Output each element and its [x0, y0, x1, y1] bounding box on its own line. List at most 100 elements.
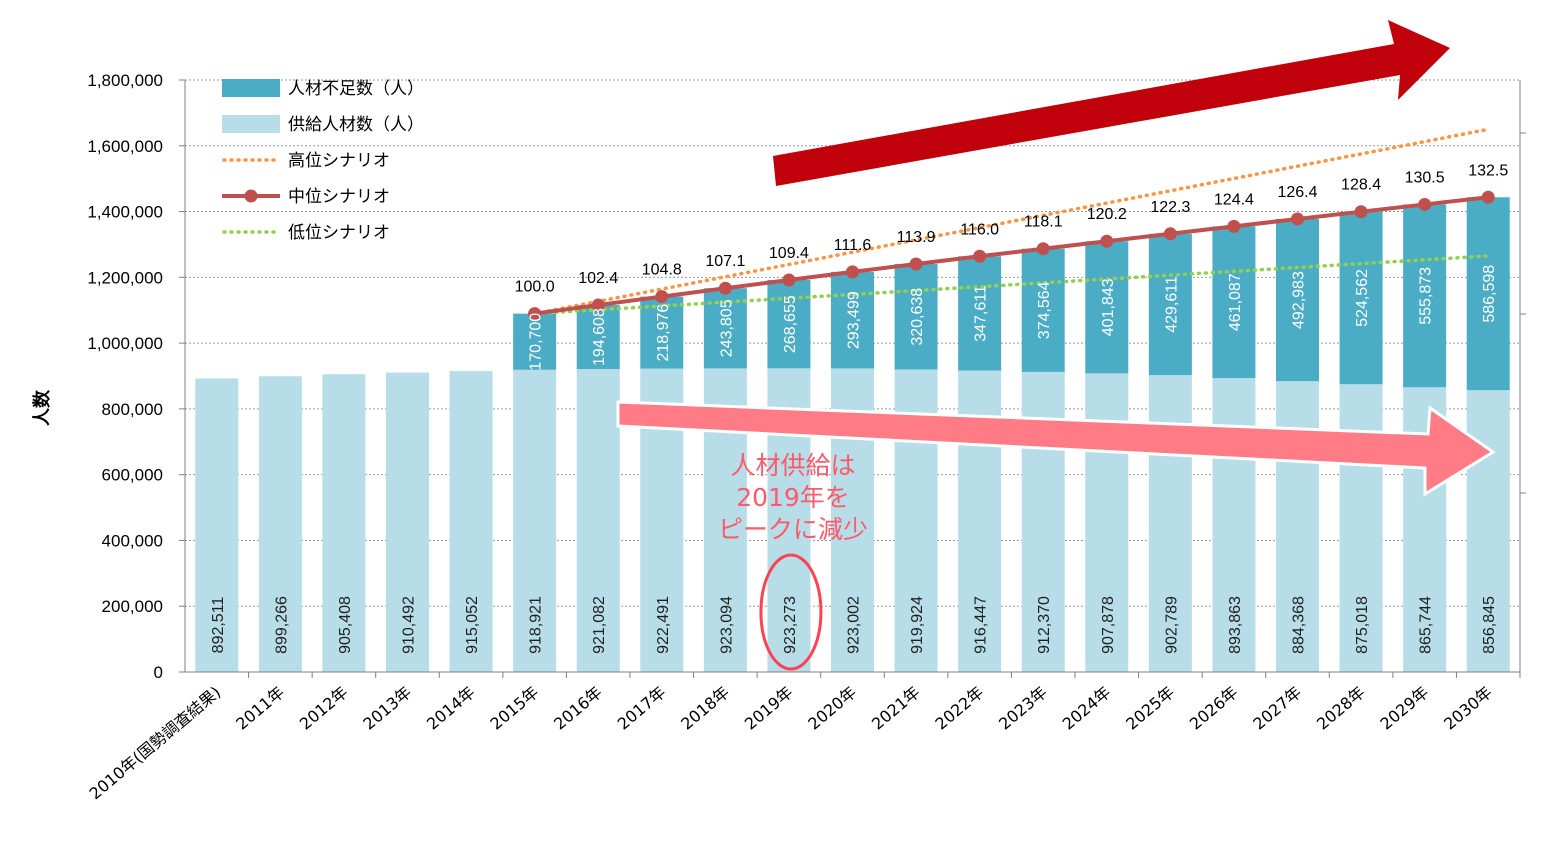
shortage-value-label: 524,562 [1354, 269, 1371, 327]
supply-bar [449, 371, 493, 672]
index-label: 113.9 [897, 229, 936, 246]
mid-scenario-marker [1481, 190, 1495, 204]
shortage-value-label: 492,983 [1291, 271, 1308, 329]
annotation-text: 人材供給は [730, 451, 855, 480]
x-tick-label: 2013年 [359, 683, 415, 734]
mid-scenario-marker [1036, 242, 1050, 256]
supply-value-label: 919,924 [909, 596, 926, 654]
shortage-bar [1212, 226, 1256, 379]
shortage-value-label: 243,805 [718, 299, 735, 357]
shortage-bar [1021, 248, 1065, 372]
supply-value-label: 918,921 [528, 596, 545, 654]
y-tick-label: 1,600,000 [87, 137, 163, 156]
supply-value-label: 907,878 [1100, 596, 1117, 654]
shortage-value-label: 170,700 [528, 313, 545, 371]
legend-label: 人材不足数（人） [288, 79, 424, 99]
shortage-value-label: 268,655 [782, 295, 799, 353]
mid-scenario-marker [846, 265, 859, 279]
y-tick-label: 1,800,000 [87, 71, 163, 90]
y-axis-label: 人数 [31, 389, 53, 426]
legend-label: 中位シナリオ [288, 187, 390, 207]
shortage-bar [1403, 204, 1447, 388]
mid-scenario-marker [1163, 227, 1177, 241]
shortage-bar [576, 305, 620, 370]
shortage-bar [958, 256, 1002, 371]
y-tick-label: 400,000 [102, 531, 163, 550]
shortage-value-label: 320,638 [909, 288, 926, 346]
index-label: 116.0 [960, 221, 999, 238]
shortage-bar [894, 263, 938, 370]
index-label: 122.3 [1150, 199, 1190, 216]
y-tick-label: 1,200,000 [87, 268, 163, 287]
shortage-value-label: 194,608 [591, 308, 608, 366]
supply-bar [322, 374, 366, 672]
shortage-bar [640, 296, 684, 369]
x-tick-label: 2026年 [1186, 683, 1242, 734]
supply-value-label: 905,408 [337, 596, 354, 654]
x-tick-label: 2021年 [868, 683, 924, 734]
index-label: 109.4 [769, 245, 809, 262]
y-tick-label: 800,000 [102, 400, 163, 419]
supply-value-label: 902,789 [1163, 596, 1180, 654]
x-tick-label: 2030年 [1440, 683, 1496, 734]
annotation-text: ピークに減少 [718, 515, 868, 544]
mid-scenario-marker [909, 257, 923, 271]
supply-bar [195, 378, 239, 672]
shortage-value-label: 293,499 [846, 291, 863, 349]
x-tick-label: 2015年 [487, 683, 543, 734]
x-tick-label: 2025年 [1122, 683, 1178, 734]
legend-marker [244, 189, 258, 203]
y-tick-label: 1,000,000 [87, 334, 163, 353]
mid-scenario-marker [1291, 212, 1304, 226]
supply-value-label: 922,491 [655, 596, 672, 654]
shortage-bar [1148, 233, 1192, 376]
index-label: 126.4 [1277, 184, 1317, 201]
mid-scenario-marker [782, 273, 796, 287]
shortage-bar [1339, 211, 1383, 385]
growth-arrow [773, 20, 1450, 186]
data-labels: 892,511 899,266 905,408 910,492 915,052 918,9… [210, 162, 1509, 654]
shortage-bar [513, 313, 557, 370]
mid-scenario-marker [591, 298, 605, 312]
x-tick-label: 2023年 [995, 683, 1051, 734]
shortage-bar [1085, 241, 1129, 374]
y-tick-label: 1,400,000 [87, 203, 163, 222]
supply-value-label: 865,744 [1418, 596, 1435, 654]
index-label: 120.2 [1087, 206, 1127, 223]
x-tick-label: 2019年 [741, 683, 797, 734]
legend-label: 低位シナリオ [288, 223, 390, 243]
x-tick-label: 2020年 [804, 683, 860, 734]
y-tick-label: 200,000 [102, 597, 163, 616]
index-label: 124.4 [1214, 191, 1254, 208]
mid-scenario-marker [528, 307, 542, 321]
shortage-value-label: 461,087 [1227, 273, 1244, 331]
supply-value-label: 923,002 [846, 596, 863, 654]
axes: 0 200,000 400,000 600,000 800,000 1,000,000 1,… [86, 71, 1526, 803]
shortage-value-label: 586,598 [1481, 265, 1498, 323]
x-tick-label: 2016年 [550, 683, 606, 734]
supply-bar [258, 376, 302, 672]
shortage-bar [1466, 197, 1510, 391]
supply-bar [576, 369, 620, 672]
shortage-bar [831, 271, 874, 369]
supply-value-label: 923,273 [782, 596, 799, 654]
index-label: 132.5 [1468, 162, 1508, 179]
supply-value-label: 875,018 [1354, 596, 1371, 654]
shortage-value-label: 401,843 [1100, 278, 1117, 336]
x-tick-label: 2024年 [1059, 683, 1115, 734]
supply-value-label: 921,082 [591, 596, 608, 654]
supply-value-label: 916,447 [973, 596, 990, 654]
index-label: 118.1 [1024, 214, 1063, 231]
index-label: 102.4 [578, 270, 618, 287]
supply-value-label: 884,368 [1291, 596, 1308, 654]
supply-value-label: 910,492 [401, 596, 418, 654]
index-label: 111.6 [834, 237, 872, 254]
annotation-text: 2019年を [736, 483, 850, 512]
x-tick-label: 2010年(国勢調査結果) [86, 683, 225, 804]
index-label: 104.8 [642, 262, 682, 279]
mid-scenario-marker [655, 290, 669, 304]
supply-value-label: 893,863 [1227, 596, 1244, 654]
mid-scenario-marker [1354, 205, 1368, 219]
